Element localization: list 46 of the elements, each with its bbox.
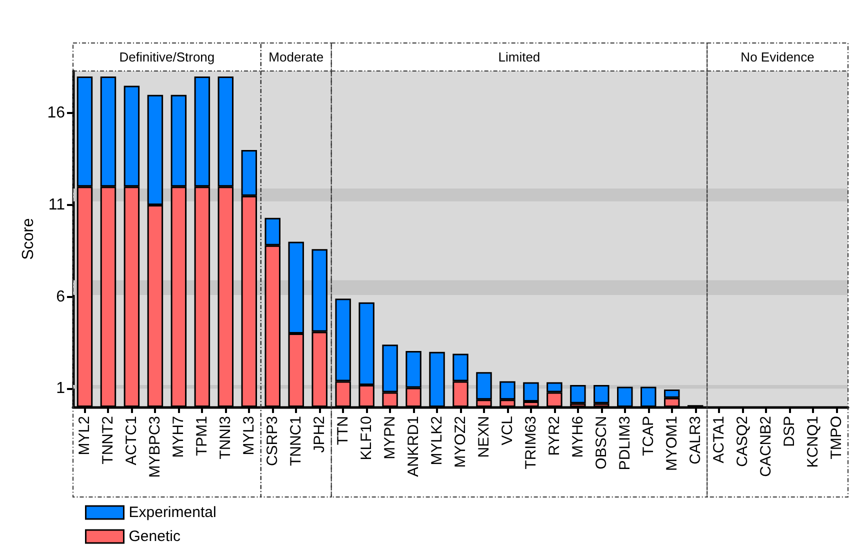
text: No Evidence — [740, 50, 814, 64]
x-tick-label: MYLK2 — [428, 416, 446, 466]
x-tick-label: MYL3 — [240, 416, 258, 456]
x-tick-label: ACTA1 — [710, 416, 728, 464]
x-tick-label: ACTC1 — [123, 416, 140, 466]
y-tick-label: 16 — [47, 104, 66, 122]
x-tick-label: RYR2 — [546, 416, 563, 456]
x-tick-label: MYPN — [382, 416, 399, 460]
x-tick-label: PDLIM3 — [616, 416, 634, 470]
bar — [594, 384, 610, 404]
x-tick-label: MYL2 — [76, 416, 94, 456]
x-tick-label: NEXN — [475, 416, 492, 458]
x-tick-label: MYOM1 — [663, 416, 680, 472]
x-tick-label: TNNC1 — [288, 416, 305, 466]
y-tick-label: 6 — [56, 288, 66, 306]
text: Moderate — [268, 50, 324, 64]
y-axis-title: Score — [20, 218, 37, 260]
x-tick-label: TMPO — [828, 416, 845, 460]
x-tick-label: TNNT2 — [100, 416, 117, 464]
x-tick-label: MYH7 — [170, 416, 188, 458]
x-tick-label: CSRP3 — [264, 416, 282, 466]
x-tick-label: MYOZ2 — [452, 416, 469, 468]
x-tick-label: TRIM63 — [522, 416, 540, 470]
y-tick-label: 11 — [48, 196, 66, 214]
x-tick-label: CASQ2 — [734, 416, 751, 467]
x-tick-label: TNNI3 — [217, 416, 234, 460]
x-tick-label: KCNQ1 — [804, 416, 822, 468]
legend-label: Genetic — [128, 528, 181, 545]
x-tick-label: TCAP — [640, 416, 657, 456]
x-tick-label: OBSCN — [592, 416, 610, 470]
x-tick-label: KLF10 — [358, 416, 376, 460]
x-tick-label: CALR3 — [686, 416, 704, 464]
x-tick-label: DSP — [780, 416, 798, 447]
bar — [570, 384, 586, 404]
x-tick-label: TTN — [334, 416, 352, 446]
y-tick-label: 1 — [56, 380, 66, 398]
legend-label: Experimental — [128, 504, 216, 521]
x-tick-label: CACNB2 — [757, 416, 774, 477]
x-tick-label: ANKRD1 — [405, 416, 422, 477]
x-tick-label: TPM1 — [194, 416, 211, 456]
text: Limited — [498, 50, 540, 64]
x-tick-label: VCL — [498, 416, 516, 446]
text: Definitive/Strong — [119, 50, 215, 64]
x-tick-label: JPH2 — [311, 416, 328, 453]
x-tick-label: MYBPC3 — [146, 416, 164, 478]
x-tick-label: MYH6 — [569, 416, 586, 458]
